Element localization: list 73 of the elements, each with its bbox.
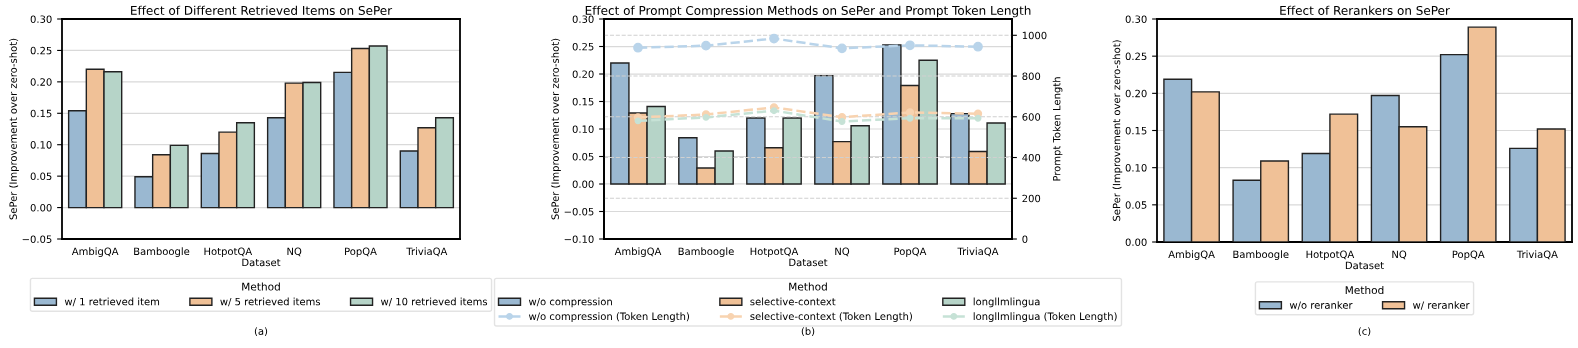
y-tick-label: 0.05: [572, 152, 594, 161]
x-tick-label: NQ: [287, 247, 302, 257]
y-tick-label: 0.25: [572, 42, 594, 51]
legend-title: Method: [242, 282, 280, 291]
y2-tick-label: 0: [1022, 235, 1028, 243]
y-tick-label: 0.05: [1125, 201, 1147, 209]
y-axis-title: SePer (Improvement over zero-shot): [551, 38, 561, 220]
legend-title: Method: [1345, 285, 1384, 295]
y-tick-label: −0.05: [22, 235, 52, 243]
y-tick-label: −0.05: [564, 207, 594, 216]
y-tick-label: 0.00: [30, 203, 52, 212]
legend-label: longllmlingua (Token Length): [973, 312, 1117, 322]
y-tick-label: 0.30: [30, 15, 52, 23]
y2-axis-title: Prompt Token Length: [1052, 77, 1063, 181]
chart-title: Effect of Different Retrieved Items on SePer: [131, 5, 393, 15]
legend-label: longllmlingua: [973, 297, 1040, 308]
x-tick-label: AmbigQA: [71, 247, 119, 258]
y-tick-label: 0.10: [1125, 164, 1147, 172]
legend-label: selective-context (Token Length): [750, 312, 912, 322]
x-tick-label: TriviaQA: [957, 247, 999, 257]
y-tick-label: −0.10: [564, 235, 594, 243]
y-tick-label: 0.15: [572, 97, 594, 106]
y-axis-title: SePer (Improvement over zero-shot): [1112, 40, 1123, 221]
text: (a): [254, 327, 268, 337]
y-tick-label: 0.20: [1125, 89, 1147, 98]
chart-title: Effect of Rerankers on SePer: [1280, 5, 1450, 15]
x-tick-label: Bamboogle: [134, 247, 190, 258]
y-tick-label: 0.20: [30, 78, 52, 86]
y2-tick-label: 400: [1022, 153, 1041, 162]
x-tick-label: NQ: [1392, 250, 1407, 260]
x-axis-title: Dataset: [1345, 261, 1384, 270]
y-tick-label: 0.15: [1125, 126, 1147, 135]
y2-tick-label: 200: [1022, 194, 1041, 203]
x-tick-label: AmbigQA: [614, 247, 662, 258]
x-tick-label: PopQA: [345, 247, 377, 258]
x-tick-label: HotpotQA: [750, 247, 799, 258]
x-tick-label: HotpotQA: [1306, 250, 1355, 261]
text: (b): [801, 327, 815, 337]
y-tick-label: 0.10: [30, 141, 52, 149]
x-tick-label: Bamboogle: [678, 247, 734, 258]
legend-label: w/o compression: [528, 297, 612, 308]
x-tick-label: PopQA: [1452, 250, 1485, 261]
y2-tick-label: 1000: [1022, 31, 1047, 40]
y2-tick-label: 800: [1022, 72, 1041, 80]
x-tick-label: PopQA: [894, 247, 927, 258]
y-axis-title: SePer (Improvement over zero-shot): [9, 38, 19, 220]
x-tick-label: TriviaQA: [1516, 250, 1558, 260]
legend-label: w/ 1 retrieved item: [64, 297, 160, 307]
y-tick-label: 0.25: [1125, 52, 1147, 61]
x-tick-label: HotpotQA: [204, 247, 253, 258]
y-tick-label: 0.00: [572, 180, 594, 188]
y-tick-label: 0.05: [30, 172, 52, 181]
legend-label: w/ 5 retrieved items: [220, 297, 321, 307]
x-axis-title: Dataset: [242, 258, 281, 267]
x-axis-title: Dataset: [789, 258, 828, 267]
text: (c): [1358, 327, 1371, 337]
y-tick-label: 0.10: [572, 125, 594, 133]
legend-label: w/o compression (Token Length): [528, 312, 689, 322]
y-tick-label: 0.00: [1125, 238, 1147, 246]
x-tick-label: NQ: [835, 247, 850, 257]
legend-label: selective-context: [750, 297, 836, 306]
y-tick-label: 0.15: [30, 109, 52, 118]
x-tick-label: AmbigQA: [1168, 250, 1215, 261]
x-tick-label: Bamboogle: [1233, 250, 1289, 261]
legend-label: w/o reranker: [1289, 301, 1353, 310]
y-tick-label: 0.25: [30, 46, 52, 55]
legend-label: w/ reranker: [1412, 301, 1470, 310]
y-tick-label: 0.20: [572, 70, 594, 78]
y-tick-label: 0.30: [1125, 15, 1147, 23]
legend-title: Method: [789, 282, 827, 291]
y2-tick-label: 600: [1022, 113, 1041, 121]
x-tick-label: TriviaQA: [406, 247, 448, 257]
legend-label: w/ 10 retrieved items: [380, 297, 488, 307]
